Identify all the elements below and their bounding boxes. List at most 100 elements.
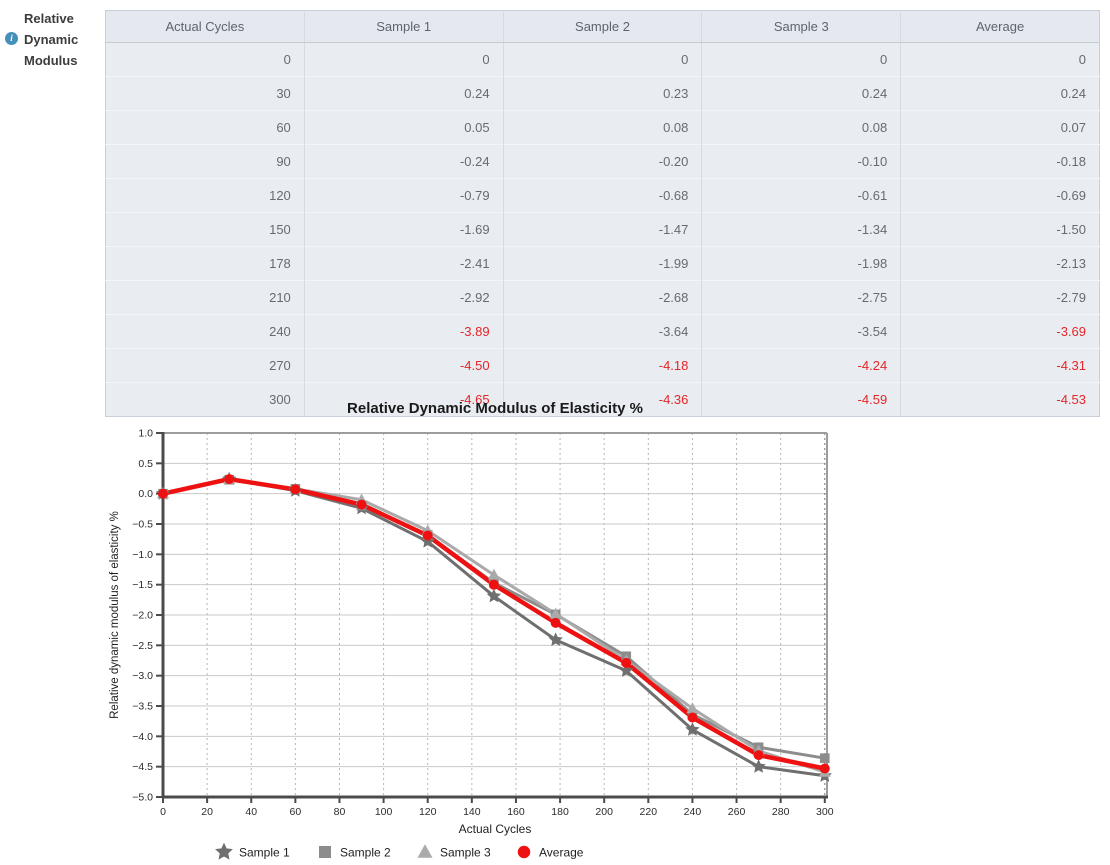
- table-cell: -2.79: [900, 280, 1100, 315]
- table-cell: 0.08: [502, 110, 702, 145]
- chart-marker-sample-1[interactable]: [619, 663, 634, 677]
- chart-marker-average[interactable]: [356, 499, 367, 510]
- legend-item-sample-3[interactable]: Sample 3: [417, 844, 492, 860]
- column-header: Sample 1: [303, 10, 504, 43]
- table-cell: 0: [105, 42, 305, 77]
- table-cell: -0.10: [701, 144, 901, 179]
- x-tick-label: 220: [640, 806, 658, 818]
- table-row: 150 -1.69 -1.47 -1.34 -1.50: [105, 212, 1100, 247]
- table-cell: -4.59: [701, 382, 901, 417]
- chart-marker-average[interactable]: [550, 617, 561, 628]
- table-cell: 0: [303, 42, 504, 77]
- table-cell: 0.24: [701, 76, 901, 111]
- y-axis-label: Relative dynamic modulus of elasticity %: [109, 511, 121, 719]
- chart-marker-sample-3[interactable]: [686, 702, 699, 714]
- table-cell: -1.69: [303, 212, 504, 247]
- table-cell: 0.05: [303, 110, 504, 145]
- square-icon: [319, 846, 331, 858]
- star-icon: [215, 842, 233, 860]
- legend-label: Average: [539, 846, 584, 860]
- table-cell: 240: [105, 314, 305, 349]
- y-tick-label: −1.0: [132, 549, 153, 561]
- x-tick-label: 0: [160, 806, 166, 818]
- chart-marker-sample-1[interactable]: [751, 759, 766, 773]
- legend-item-sample-2[interactable]: Sample 2: [319, 846, 391, 860]
- circle-icon: [517, 845, 531, 859]
- table-cell: 270: [105, 348, 305, 383]
- chart: Relative Dynamic Modulus of Elasticity %…: [0, 395, 1110, 865]
- info-icon[interactable]: i: [5, 32, 18, 45]
- table-cell: -4.31: [900, 348, 1100, 383]
- chart-marker-average[interactable]: [422, 530, 433, 541]
- chart-marker-sample-1[interactable]: [420, 534, 435, 548]
- chart-marker-average[interactable]: [621, 657, 632, 668]
- x-tick-label: 160: [507, 806, 525, 818]
- table-cell: 30: [105, 76, 305, 111]
- triangle-icon: [417, 844, 433, 858]
- table-cell: 0.23: [502, 76, 702, 111]
- column-header: Actual Cycles: [105, 10, 305, 43]
- table-cell: -1.34: [701, 212, 901, 247]
- x-tick-label: 140: [463, 806, 481, 818]
- data-table: Actual Cycles Sample 1 Sample 2 Sample 3 Ave…: [105, 10, 1100, 417]
- chart-marker-sample-3[interactable]: [487, 568, 500, 580]
- chart-marker-average[interactable]: [753, 750, 764, 761]
- table-cell: -1.98: [701, 246, 901, 281]
- table-row: 178 -2.41 -1.99 -1.98 -2.13: [105, 246, 1100, 281]
- table-cell: 210: [105, 280, 305, 315]
- table-cell: -3.54: [701, 314, 901, 349]
- table-cell: -2.68: [502, 280, 702, 315]
- y-tick-label: −0.5: [132, 519, 153, 531]
- chart-marker-sample-1[interactable]: [486, 588, 502, 603]
- column-header: Average: [900, 10, 1100, 43]
- table-row: 270 -4.50 -4.18 -4.24 -4.31: [105, 348, 1100, 383]
- table-cell: 0: [502, 42, 702, 77]
- table-cell: -2.13: [900, 246, 1100, 281]
- chart-marker-average[interactable]: [488, 579, 499, 590]
- table-cell: -0.20: [502, 144, 702, 179]
- y-tick-label: −2.0: [132, 610, 153, 622]
- chart-marker-average[interactable]: [290, 484, 301, 495]
- legend-label: Sample 2: [340, 846, 391, 860]
- x-tick-label: 240: [684, 806, 702, 818]
- y-tick-label: −2.5: [132, 640, 153, 652]
- table-cell: -2.41: [303, 246, 504, 281]
- table-row: 300 -4.65 -4.36 -4.59 -4.53: [105, 382, 1100, 417]
- table-cell: -4.18: [502, 348, 702, 383]
- x-tick-label: 80: [334, 806, 346, 818]
- table-cell: 300: [105, 382, 305, 417]
- column-header: Sample 3: [701, 10, 901, 43]
- legend-item-average[interactable]: Average: [517, 845, 584, 860]
- chart-marker-average[interactable]: [158, 488, 168, 499]
- table-row: 210 -2.92 -2.68 -2.75 -2.79: [105, 280, 1100, 315]
- table-row: 60 0.05 0.08 0.08 0.07: [105, 110, 1100, 145]
- chart-marker-sample-2[interactable]: [819, 753, 830, 763]
- column-header: Sample 2: [502, 10, 702, 43]
- table-cell: -0.24: [303, 144, 504, 179]
- table-body: 0 0 0 0 0 30 0.24 0.23 0.24 0.24 60 0.05 0.08 0.08 0.0…: [105, 42, 1100, 417]
- y-tick-label: 1.0: [138, 428, 153, 440]
- table-row: 240 -3.89 -3.64 -3.54 -3.69: [105, 314, 1100, 349]
- chart-marker-sample-1[interactable]: [685, 722, 700, 736]
- chart-marker-average[interactable]: [687, 712, 698, 723]
- x-tick-label: 20: [201, 806, 213, 818]
- x-tick-label: 120: [419, 806, 437, 818]
- legend-item-sample-1[interactable]: Sample 1: [215, 842, 290, 860]
- table-cell: -4.50: [303, 348, 504, 383]
- chart-marker-average[interactable]: [819, 763, 830, 774]
- y-tick-label: −5.0: [132, 792, 153, 804]
- chart-marker-average[interactable]: [224, 474, 235, 485]
- chart-marker-sample-3[interactable]: [549, 607, 562, 619]
- x-tick-label: 260: [728, 806, 746, 818]
- legend-label: Sample 1: [239, 846, 290, 860]
- table-cell: -0.68: [502, 178, 702, 213]
- y-tick-label: 0.5: [138, 458, 153, 470]
- chart-marker-sample-1[interactable]: [548, 632, 563, 646]
- table-cell: -4.36: [502, 382, 702, 417]
- table-cell: -4.24: [701, 348, 901, 383]
- y-tick-label: −4.5: [132, 761, 153, 773]
- x-tick-label: 40: [245, 806, 257, 818]
- table-cell: -3.69: [900, 314, 1100, 349]
- table-cell: -3.64: [502, 314, 702, 349]
